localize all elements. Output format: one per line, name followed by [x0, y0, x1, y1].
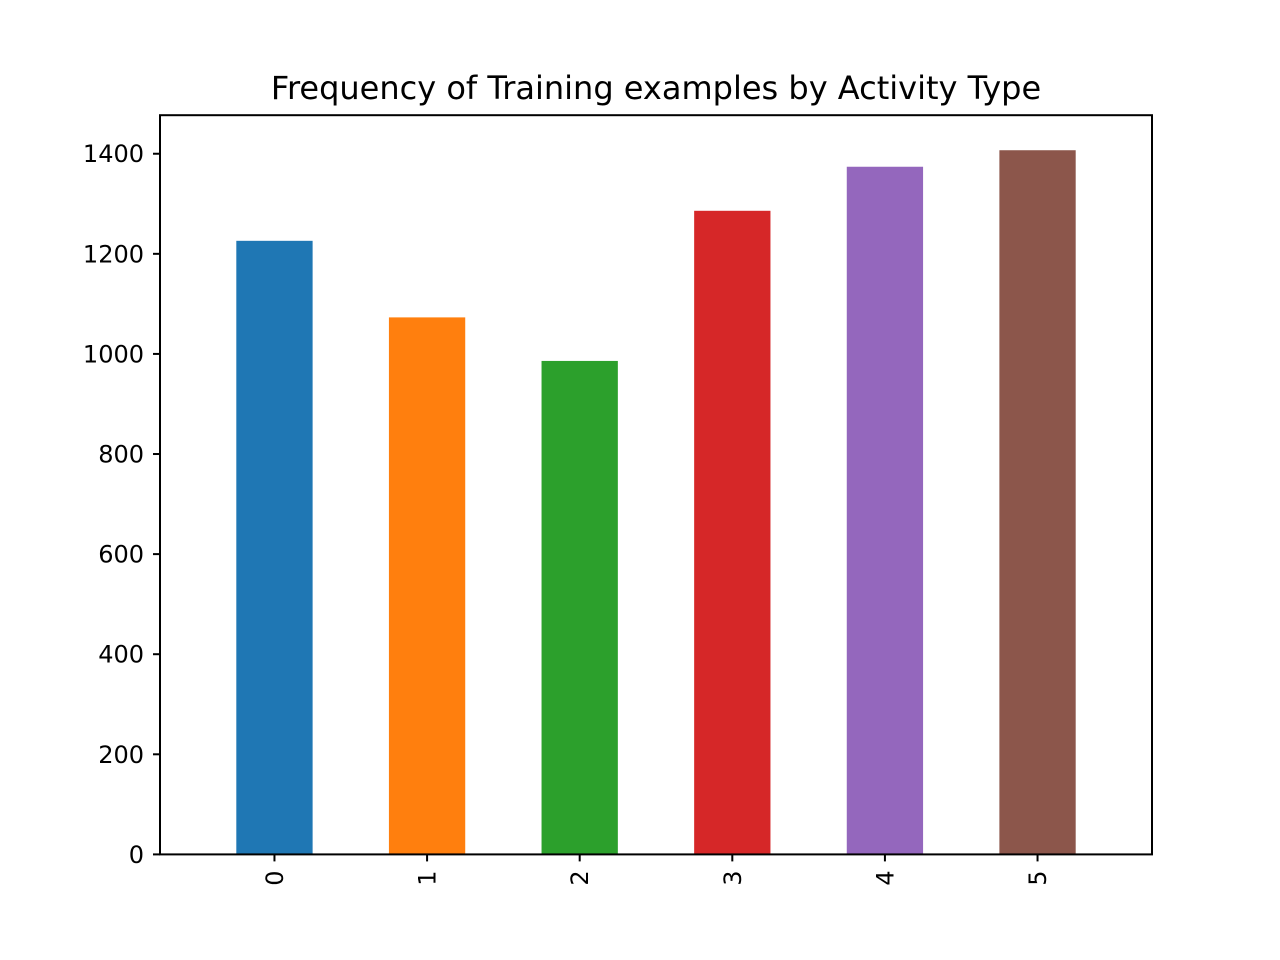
bar-1	[388, 317, 466, 855]
bars-layer	[236, 150, 1076, 855]
x-tick-label-2: 2	[566, 870, 594, 885]
y-tick-label: 400	[98, 641, 144, 669]
x-tick-label-1: 1	[414, 870, 442, 885]
y-tick-label: 1200	[83, 240, 144, 268]
x-tick-label-4: 4	[871, 870, 899, 885]
y-axis: 0 200 400 600 800 1000 1200 1400	[83, 140, 160, 869]
bar-3	[694, 210, 771, 855]
chart-title: Frequency of Training examples by Activi…	[271, 69, 1041, 107]
y-tick-label: 0	[129, 841, 144, 869]
y-tick-label: 200	[98, 741, 144, 769]
plot-frame	[159, 114, 1153, 856]
y-tick-label: 1000	[83, 340, 144, 368]
y-tick-label: 600	[98, 541, 144, 569]
bar-4	[846, 166, 924, 855]
y-tick-label: 1400	[83, 140, 144, 168]
x-tick-label-0: 0	[261, 870, 289, 885]
x-tick-label-3: 3	[719, 870, 747, 885]
bar-2	[541, 360, 618, 855]
x-axis: 0 1 2 3 4 5	[261, 854, 1052, 886]
y-tick-label: 800	[98, 441, 144, 469]
bar-0	[236, 240, 313, 855]
x-tick-label-5: 5	[1024, 870, 1052, 885]
bar-5	[999, 150, 1076, 855]
